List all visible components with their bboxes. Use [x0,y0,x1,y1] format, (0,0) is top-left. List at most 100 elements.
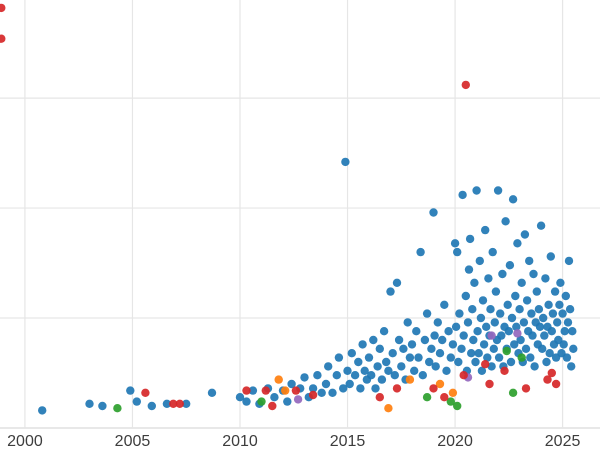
data-point-series-blue [511,291,520,301]
data-point-series-blue [515,305,524,314]
data-point-series-orange [448,388,458,397]
data-point-series-blue [483,353,492,362]
data-point-series-blue [547,327,556,336]
data-point-series-orange [384,404,393,413]
data-point-series-blue [550,287,560,296]
data-point-series-blue [553,318,562,327]
data-point-series-blue [321,379,331,389]
data-point-series-blue [517,278,526,287]
data-point-series-blue [541,274,550,283]
data-point-series-blue [512,322,521,331]
data-point-series-blue [555,300,564,309]
data-point-series-blue [431,362,440,371]
data-point-series-blue [182,399,191,408]
data-point-series-blue [491,287,501,296]
data-point-series-blue [535,322,545,331]
data-point-series-blue [132,397,141,406]
data-point-series-red [0,34,6,43]
data-point-series-blue [242,397,251,406]
data-point-series-blue [496,309,505,318]
data-point-series-blue [98,401,107,411]
data-point-series-blue [416,247,425,257]
data-point-series-green [422,393,432,402]
data-point-series-red [547,368,556,378]
data-point-series-blue [562,353,572,362]
data-point-series-blue [403,318,412,327]
data-point-series-blue [414,353,423,362]
data-point-series-blue [375,344,384,353]
data-point-series-blue [453,247,462,257]
data-point-series-blue [538,344,547,353]
x-tick-label: 2015 [330,433,366,450]
data-point-series-blue [390,371,399,380]
data-point-series-blue [556,278,565,287]
data-point-series-blue [568,327,577,336]
x-tick-label: 2020 [437,433,473,450]
data-point-series-blue [467,349,476,358]
data-point-series-blue [386,287,395,296]
data-point-series-blue [313,371,322,380]
data-point-series-blue [513,239,522,248]
data-point-series-blue [525,256,534,266]
data-point-series-blue [564,256,574,266]
data-point-series-blue [484,274,493,283]
data-point-series-blue [472,186,481,195]
data-point-series-blue [529,269,538,279]
x-tick-label: 2005 [115,433,151,450]
data-point-series-blue [334,353,344,362]
data-point-series-blue [540,331,549,340]
data-point-series-blue [397,362,406,371]
data-point-series-blue [450,239,460,248]
data-point-series-blue [477,366,487,375]
data-point-series-blue [394,335,404,345]
x-tick-label: 2025 [545,433,581,450]
data-point-series-blue [461,291,470,301]
data-point-series-blue [506,357,516,367]
data-point-series-blue [510,340,519,349]
data-point-series-blue [373,362,382,371]
data-point-series-blue [504,327,513,336]
data-point-series-blue [454,357,463,367]
data-point-series-blue [539,313,548,323]
data-point-series-blue [545,349,554,358]
data-point-series-blue [448,340,458,349]
data-point-series-blue [283,397,292,406]
data-point-series-blue [479,340,489,349]
data-point-series-red [481,360,490,369]
data-point-series-green [508,388,518,397]
data-point-series-blue [341,157,350,167]
data-point-series-blue [324,362,333,371]
data-point-series-blue [455,309,464,318]
data-point-series-red [429,384,438,393]
data-point-series-blue [507,313,517,323]
data-point-series-blue [544,300,553,309]
data-point-series-blue [567,362,576,371]
data-point-series-blue [451,322,461,331]
data-point-series-blue [481,225,490,235]
data-point-series-blue [490,318,499,327]
data-point-series-blue [85,399,94,408]
data-point-series-blue [468,305,477,314]
data-point-series-blue [367,371,376,380]
data-point-series-green [517,353,526,362]
data-point-series-blue [470,278,479,287]
data-point-series-blue [410,366,419,375]
data-point-series-red [268,401,277,411]
x-tick-label: 2010 [222,433,258,450]
data-point-series-blue [440,300,449,309]
data-point-series-blue [497,331,506,340]
data-point-series-blue [508,195,518,204]
data-point-series-blue [356,384,365,393]
data-point-series-red [543,375,552,384]
data-point-series-blue [476,313,486,323]
data-point-series-blue [471,357,480,367]
data-point-series-red [375,393,384,402]
data-point-series-blue [377,375,387,384]
data-point-series-blue [126,386,135,395]
data-point-series-blue [474,349,483,358]
data-point-series-blue [162,399,172,408]
data-point-series-blue [493,186,503,195]
data-point-series-blue [560,327,569,336]
data-point-series-green [257,397,266,406]
data-point-series-blue [459,331,468,340]
